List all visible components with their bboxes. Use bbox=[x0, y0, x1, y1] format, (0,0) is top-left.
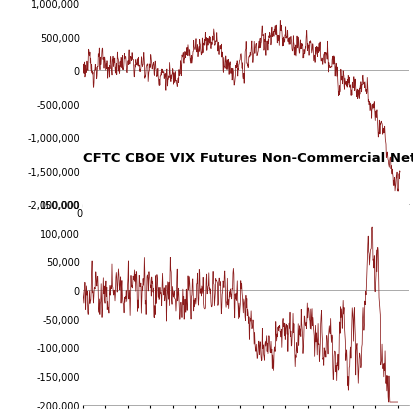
Text: CFTC CBOE VIX Futures Non-Commercial Net Total/Futures Only: CFTC CBOE VIX Futures Non-Commercial Net… bbox=[83, 151, 413, 164]
Text: Source: Bloomberg, Jefferies: Source: Bloomberg, Jefferies bbox=[83, 238, 222, 249]
